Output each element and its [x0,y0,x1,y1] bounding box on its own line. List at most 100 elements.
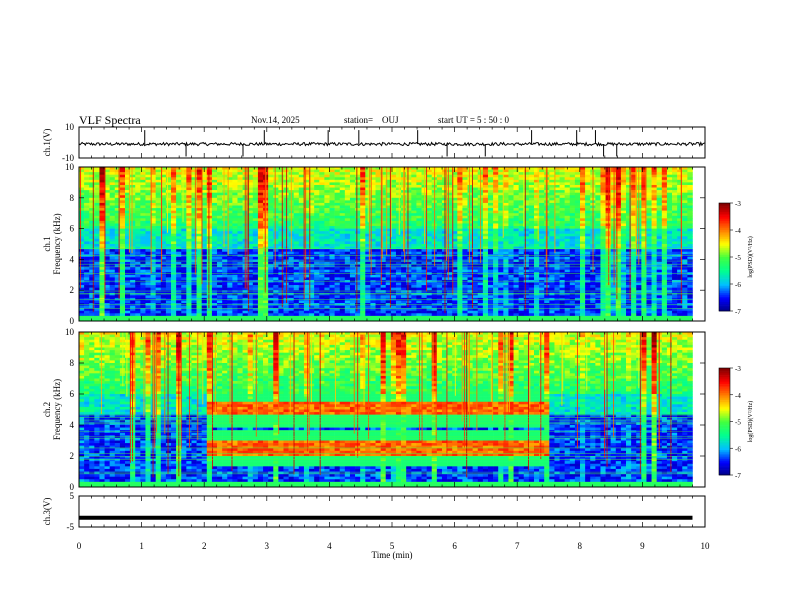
spec-cell [447,241,453,245]
spec-cell [109,169,116,173]
spec-cell [319,192,325,196]
spec-cell [385,167,392,170]
spec-cell [482,205,489,209]
spec-cell [370,241,376,245]
spec-cell [472,241,479,245]
spec-cell [344,226,351,229]
spec-cell [140,241,146,245]
spec-cell [314,287,320,291]
spec-cell [89,264,95,268]
spec-cell [416,274,422,278]
spec-cell [201,210,208,214]
spec-cell [293,236,300,240]
spec-cell [109,261,116,265]
spec-cell [135,267,141,270]
spec-cell [155,215,162,219]
spec-cell [293,238,300,242]
spec-cell [278,195,284,199]
spec-cell [344,285,351,288]
spec-cell [452,177,458,181]
spec-cell [380,295,387,299]
spec-cell [222,210,228,214]
spec-cell [467,305,473,309]
spec-cell [130,202,136,206]
spec-cell [109,295,116,299]
spec-cell [329,174,335,178]
spec-cell [94,251,100,255]
spec-cell [237,228,243,232]
spec-cell [355,295,361,299]
spec-cell [385,179,392,183]
spec-cell [329,313,335,317]
spec-cell [150,267,156,270]
spec-cell [252,313,259,317]
spec-cell [447,315,453,319]
spec-cell [482,197,489,201]
spec-cell [140,292,146,296]
spec-cell [125,223,131,227]
spec-cell [457,310,463,314]
spec-cell [431,290,438,294]
spec-cell [237,305,243,309]
spec-cell [380,308,387,312]
spec-cell [232,197,238,201]
spec-cell [217,223,223,227]
spec-cell [99,213,105,217]
spec-cell [416,202,422,206]
spec-cell [344,238,351,242]
spec-cell [426,195,433,199]
spec-cell [324,285,330,288]
spec-cell [206,223,213,227]
spec-cell [298,231,305,235]
spec-cell [436,236,443,240]
spec-cell [467,190,473,193]
spec-cell [349,251,356,255]
spec-cell [155,184,162,188]
spec-cell [360,238,366,242]
spec-cell [119,208,126,211]
spec-cell [247,244,254,247]
spec-cell [217,274,223,278]
spec-cell [176,213,182,217]
spec-cell [252,184,259,188]
spec-cell [176,287,182,291]
spec-cell [79,218,85,222]
spec-cell [217,241,223,245]
spec-cell [395,233,402,237]
spec-cell [150,249,156,252]
spec-cell [99,300,105,304]
spec-cell [191,223,197,227]
spec-cell [355,236,361,240]
spec-cell [165,177,172,181]
spec-cell [201,264,208,268]
spec-cell [176,264,182,268]
spec-cell [416,213,422,217]
spec-cell [452,195,458,199]
spec-cell [232,236,238,240]
spec-cell [303,310,310,314]
spec-cell [487,269,494,273]
spec-cell [257,285,264,288]
spec-cell [135,282,141,286]
spec-cell [165,192,172,196]
spec-cell [395,182,402,186]
spec-cell [344,169,351,173]
spec-cell [114,261,121,265]
spec-cell [206,295,213,299]
spec-cell [416,236,422,240]
spec-cell [298,295,305,299]
spec-cell [89,195,95,199]
spec-cell [411,274,417,278]
spec-cell [84,295,90,299]
spec-cell [314,174,320,178]
spec-cell [232,295,238,299]
spec-cell [416,264,422,268]
spec-cell [191,215,197,219]
spec-cell [462,231,468,235]
spec-cell [247,251,254,255]
spec-cell [160,315,167,319]
spec-cell [160,287,167,291]
spec-cell [457,213,463,217]
spec-cell [390,172,397,175]
spec-cell [293,269,300,273]
